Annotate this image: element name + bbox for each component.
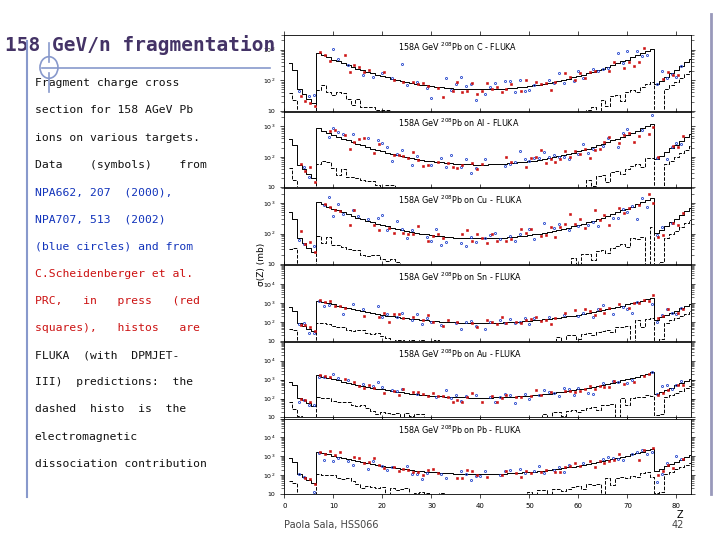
Text: 158A GeV $^{208}$Pb on Sn - FLUKA: 158A GeV $^{208}$Pb on Sn - FLUKA	[398, 271, 522, 283]
Text: section for 158 AGeV Pb: section for 158 AGeV Pb	[35, 105, 193, 116]
Text: 158A GeV $^{208}$Pb on Pb - FLUKA: 158A GeV $^{208}$Pb on Pb - FLUKA	[398, 424, 522, 436]
Text: 158 GeV/n fragmentation: 158 GeV/n fragmentation	[5, 35, 276, 55]
Text: Z: Z	[677, 510, 684, 521]
Text: PRC,   in   press   (red: PRC, in press (red	[35, 296, 199, 306]
Text: electromagnetic: electromagnetic	[35, 431, 138, 442]
Text: C.Scheidenberger et al.: C.Scheidenberger et al.	[35, 268, 193, 279]
Text: 42: 42	[672, 520, 684, 530]
Text: ions on various targets.: ions on various targets.	[35, 133, 199, 143]
Text: FLUKA  (with  DPMJET-: FLUKA (with DPMJET-	[35, 350, 179, 360]
Text: dashed  histo  is  the: dashed histo is the	[35, 404, 186, 415]
Text: dissociation contribution: dissociation contribution	[35, 459, 207, 469]
Text: squares),   histos   are: squares), histos are	[35, 323, 199, 333]
Text: 158A GeV $^{208}$Pb on Cu - FLUKA: 158A GeV $^{208}$Pb on Cu - FLUKA	[398, 194, 523, 206]
Text: Fragment charge cross: Fragment charge cross	[35, 78, 179, 89]
Text: Data    (symbols)    from: Data (symbols) from	[35, 160, 207, 170]
Text: σ(Z) (mb): σ(Z) (mb)	[257, 243, 266, 286]
Text: 158A GeV $^{208}$Pb on Au - FLUKA: 158A GeV $^{208}$Pb on Au - FLUKA	[398, 347, 523, 360]
Text: Paola Sala, HSS066: Paola Sala, HSS066	[284, 520, 379, 530]
Text: 158A GeV $^{208}$Pb on Al - FLUKA: 158A GeV $^{208}$Pb on Al - FLUKA	[398, 117, 520, 130]
Text: (blue circles) and from: (blue circles) and from	[35, 241, 193, 252]
Text: NPA662, 207  (2000),: NPA662, 207 (2000),	[35, 187, 172, 197]
Text: 158A GeV $^{208}$Pb on C - FLUKA: 158A GeV $^{208}$Pb on C - FLUKA	[398, 40, 518, 53]
Text: NPA707, 513  (2002): NPA707, 513 (2002)	[35, 214, 165, 224]
Text: III)  predictions:  the: III) predictions: the	[35, 377, 193, 387]
